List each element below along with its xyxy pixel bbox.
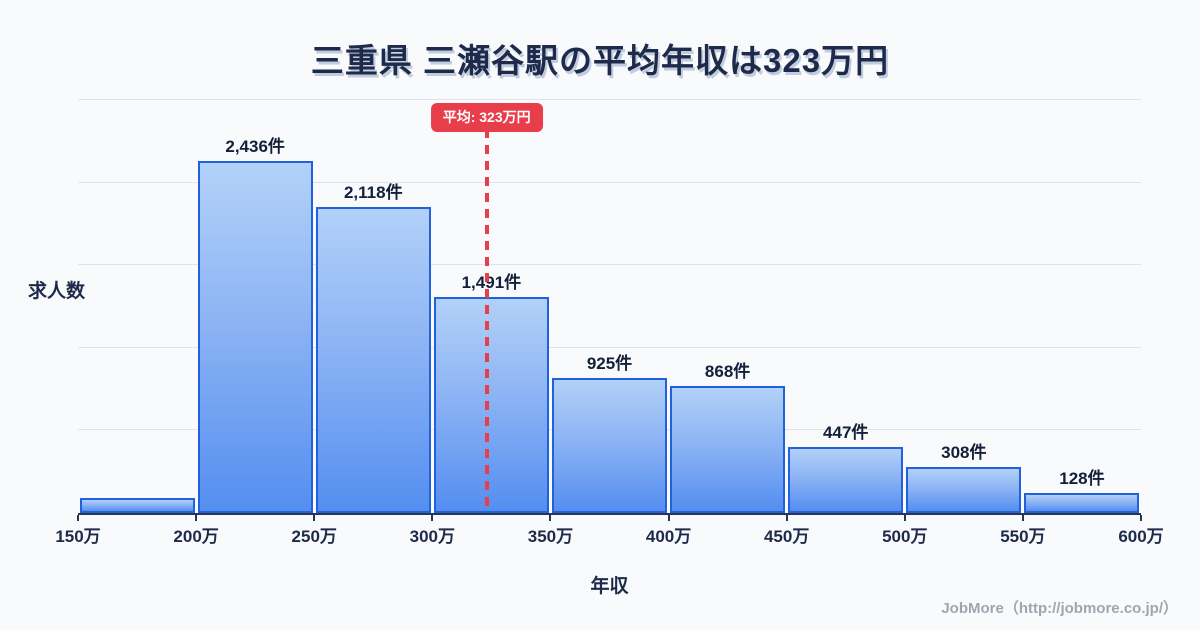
- x-axis-tick-label: 300万: [409, 527, 456, 546]
- x-axis-tick: [1021, 515, 1024, 521]
- histogram-bar: [1024, 492, 1140, 513]
- footer-credit: JobMore（http://jobmore.co.jp/）: [941, 600, 1178, 617]
- bar-value-label: 925件: [586, 354, 633, 374]
- histogram-bar: [906, 466, 1022, 513]
- y-axis-label: 求人数: [28, 281, 86, 302]
- x-axis-tick-label: 400万: [645, 527, 692, 546]
- gridline: [78, 181, 1141, 183]
- x-axis-tick-label: 600万: [1118, 527, 1164, 546]
- x-axis-tick: [903, 515, 906, 521]
- x-axis-tick-label: 150万: [55, 527, 101, 546]
- x-axis-tick: [785, 515, 788, 521]
- bar-value-label: 1,491件: [461, 272, 522, 292]
- x-axis-tick: [77, 515, 79, 521]
- x-axis-tick-label: 250万: [291, 527, 337, 546]
- x-axis-tick: [431, 515, 434, 521]
- x-axis-tick-label: 450万: [763, 527, 810, 546]
- x-axis-tick-label: 500万: [882, 527, 928, 546]
- x-axis-tick: [195, 515, 198, 521]
- gridline: [78, 264, 1141, 266]
- bar-value-label: 447件: [823, 422, 869, 442]
- bar-value-label: 128件: [1059, 468, 1105, 488]
- bar-value-label: 308件: [941, 442, 987, 462]
- gridline: [78, 346, 1141, 348]
- histogram-bar: [433, 296, 549, 513]
- chart-title: 三重県 三瀬谷駅の平均年収は323万円: [310, 42, 890, 79]
- x-axis-tick: [1140, 515, 1142, 521]
- x-axis-label: 年収: [590, 576, 629, 597]
- x-axis-tick: [667, 515, 670, 521]
- histogram-bar: [788, 446, 904, 513]
- histogram-bar: [315, 206, 431, 513]
- x-axis-tick-label: 550万: [1000, 527, 1046, 546]
- average-dashed-line: [484, 129, 489, 513]
- histogram-bar: [79, 498, 195, 513]
- x-axis-tick-label: 200万: [173, 527, 219, 546]
- x-axis-tick: [313, 515, 316, 521]
- bar-value-label: 868件: [704, 362, 751, 382]
- x-axis-tick: [549, 515, 552, 521]
- average-annotation-badge: 平均: 323万円: [430, 103, 543, 132]
- histogram-bar: [197, 161, 313, 513]
- x-axis-tick-label: 350万: [527, 527, 574, 546]
- plot-area: 2,436件 2,118件 1,491件 925件 868件 447件 308件 128件: [77, 99, 1142, 521]
- histogram-bar: [551, 378, 668, 513]
- bar-value-label: 2,436件: [225, 137, 285, 156]
- bar-value-label: 2,118件: [343, 182, 403, 202]
- histogram-bar: [670, 386, 786, 513]
- gridline: [78, 99, 1141, 100]
